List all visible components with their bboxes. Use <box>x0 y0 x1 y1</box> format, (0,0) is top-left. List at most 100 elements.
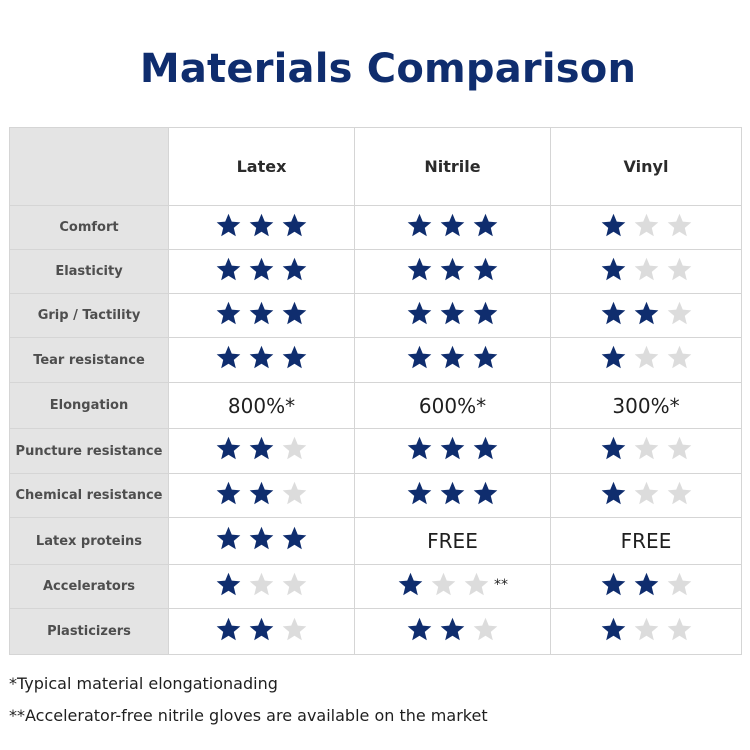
rating-cell-nitrile <box>354 249 551 294</box>
star-empty-icon <box>667 617 691 640</box>
star-rating <box>600 300 693 327</box>
row-label: Elasticity <box>9 249 169 294</box>
star-filled-icon <box>249 481 274 504</box>
star-empty-icon <box>634 436 658 460</box>
rating-cell-vinyl <box>550 473 742 518</box>
star-empty-icon <box>282 617 307 640</box>
cell-value: 300%* <box>612 393 680 418</box>
footnote-elongation: *Typical material elongationading <box>9 674 278 693</box>
star-empty-icon <box>667 345 691 369</box>
rating-cell-vinyl <box>550 205 742 250</box>
rating-cell-latex <box>168 205 355 250</box>
rating-cell-vinyl <box>550 608 742 655</box>
star-filled-icon <box>282 213 307 236</box>
star-rating <box>215 525 308 552</box>
rating-cell-vinyl <box>550 337 742 383</box>
rating-cell-vinyl: FREE <box>550 517 742 565</box>
star-rating <box>397 571 490 598</box>
table-row: Grip / Tactility <box>9 293 742 338</box>
star-filled-icon <box>216 345 241 369</box>
star-filled-icon <box>249 526 274 550</box>
rating-cell-latex <box>168 517 355 565</box>
rating-cell-vinyl <box>550 249 742 294</box>
star-filled-icon <box>440 213 465 236</box>
rating-cell-nitrile <box>354 473 551 518</box>
star-filled-icon <box>440 436 465 460</box>
star-filled-icon <box>473 436 498 460</box>
star-empty-icon <box>667 436 691 460</box>
star-filled-icon <box>249 213 274 236</box>
star-filled-icon <box>473 213 498 236</box>
rating-cell-latex <box>168 293 355 338</box>
rating-cell-latex <box>168 428 355 474</box>
star-empty-icon <box>249 572 274 595</box>
star-empty-icon <box>634 617 658 640</box>
table-corner <box>9 127 169 206</box>
rating-cell-latex <box>168 608 355 655</box>
rating-cell-vinyl <box>550 428 742 474</box>
comparison-table: Latex Nitrile Vinyl Comfort Elasticity Gri… <box>9 127 742 655</box>
star-rating <box>600 435 693 462</box>
table-row: Comfort <box>9 205 742 250</box>
table-row: Chemical resistance <box>9 473 742 518</box>
star-filled-icon <box>398 572 423 595</box>
star-filled-icon <box>282 526 307 550</box>
star-rating <box>600 344 693 371</box>
star-empty-icon <box>634 213 658 236</box>
rating-cell-latex <box>168 564 355 609</box>
star-rating <box>215 300 308 327</box>
star-filled-icon <box>216 213 241 236</box>
star-filled-icon <box>601 572 625 595</box>
star-filled-icon <box>407 617 432 640</box>
star-empty-icon <box>464 572 489 595</box>
star-rating <box>600 256 693 283</box>
row-label: Plasticizers <box>9 608 169 655</box>
star-filled-icon <box>407 436 432 460</box>
column-header-vinyl: Vinyl <box>550 127 742 206</box>
star-rating <box>406 256 499 283</box>
rating-cell-nitrile <box>354 428 551 474</box>
star-filled-icon <box>601 481 625 504</box>
rating-cell-vinyl: 300%* <box>550 382 742 429</box>
star-filled-icon <box>249 301 274 324</box>
star-filled-icon <box>216 436 241 460</box>
column-header-nitrile: Nitrile <box>354 127 551 206</box>
table-row: Elasticity <box>9 249 742 294</box>
star-filled-icon <box>601 345 625 369</box>
row-label: Elongation <box>9 382 169 429</box>
star-filled-icon <box>440 481 465 504</box>
rating-cell-nitrile <box>354 608 551 655</box>
table-row: Accelerators ** <box>9 564 742 609</box>
star-empty-icon <box>282 436 307 460</box>
star-filled-icon <box>282 345 307 369</box>
star-filled-icon <box>407 301 432 324</box>
star-filled-icon <box>282 301 307 324</box>
star-filled-icon <box>249 257 274 280</box>
star-rating <box>406 344 499 371</box>
rating-cell-latex <box>168 337 355 383</box>
table-row: Elongation 800%* 600%* 300%* <box>9 382 742 429</box>
rating-cell-latex <box>168 473 355 518</box>
footnote-marker: ** <box>494 576 508 593</box>
row-label: Latex proteins <box>9 517 169 565</box>
star-rating <box>406 480 499 507</box>
star-empty-icon <box>473 617 498 640</box>
star-filled-icon <box>282 257 307 280</box>
table-header-row: Latex Nitrile Vinyl <box>9 127 742 206</box>
star-filled-icon <box>634 301 658 324</box>
rating-cell-latex: 800%* <box>168 382 355 429</box>
star-rating <box>215 435 308 462</box>
star-filled-icon <box>216 257 241 280</box>
rating-cell-nitrile: ** <box>354 564 551 609</box>
star-filled-icon <box>473 345 498 369</box>
star-filled-icon <box>473 301 498 324</box>
star-empty-icon <box>634 481 658 504</box>
star-empty-icon <box>634 345 658 369</box>
star-empty-icon <box>431 572 456 595</box>
star-empty-icon <box>667 301 691 324</box>
cell-value: 600%* <box>418 393 487 418</box>
column-header-latex: Latex <box>168 127 355 206</box>
star-filled-icon <box>601 301 625 324</box>
star-rating <box>406 212 499 239</box>
table-row: Tear resistance <box>9 337 742 383</box>
